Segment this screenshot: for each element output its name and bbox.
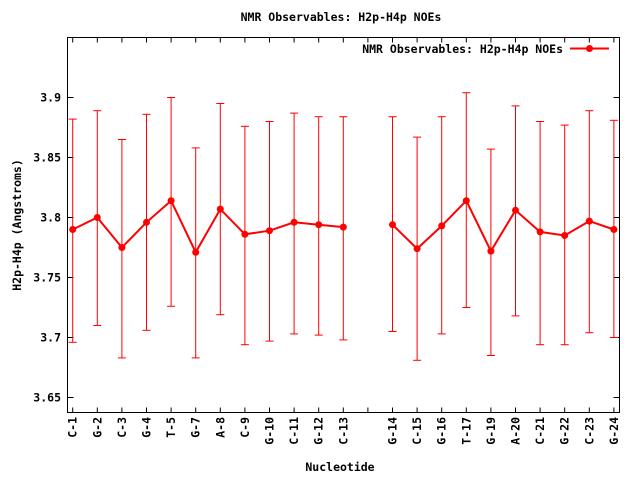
data-point-marker — [216, 205, 224, 213]
x-tick-label: G-19 — [484, 417, 498, 445]
y-tick-label: 3.65 — [33, 391, 61, 405]
data-point-marker — [487, 247, 495, 255]
x-tick-label: C-21 — [533, 417, 547, 445]
x-tick-label: G-16 — [435, 417, 449, 445]
data-point-marker — [69, 226, 77, 233]
x-tick-label: C-15 — [410, 417, 424, 445]
data-point-marker — [143, 218, 150, 226]
x-tick-label: C-11 — [287, 417, 301, 445]
data-series — [68, 92, 618, 361]
axis-tick-labels: 3.65 3.7 3.75 3.8 3.85 3.9 C-1 G-2 C-3 G-4 T-5 G-7 A… — [33, 91, 621, 445]
data-point-marker — [536, 228, 544, 236]
data-point-marker — [266, 227, 273, 235]
data-point-marker — [585, 217, 593, 225]
data-point-marker — [512, 206, 519, 214]
x-tick-label: G-7 — [189, 417, 203, 438]
x-tick-label: T-17 — [459, 417, 473, 445]
x-tick-label: G-10 — [263, 417, 277, 445]
x-tick-label: C-1 — [66, 417, 80, 438]
series-line — [72, 199, 344, 255]
x-tick-label: C-9 — [238, 417, 252, 438]
x-tick-label: T-5 — [164, 417, 178, 438]
y-tick-label: 3.7 — [40, 331, 61, 345]
x-tick-label: G-22 — [558, 417, 572, 445]
legend-marker-sample — [586, 45, 593, 52]
data-point-marker — [438, 222, 446, 230]
x-tick-label: G-2 — [90, 417, 104, 438]
x-tick-label: G-14 — [386, 417, 400, 445]
y-axis-label: H2p-H4p (Angstroms) — [10, 159, 24, 291]
data-point-marker — [315, 221, 323, 229]
data-point-marker — [339, 223, 347, 231]
x-tick-label: C-13 — [336, 417, 350, 445]
y-tick-label: 3.8 — [40, 211, 61, 225]
data-point-marker — [167, 197, 175, 205]
data-point-marker — [290, 218, 298, 226]
y-tick-label: 3.85 — [33, 151, 61, 165]
series-line — [391, 198, 615, 254]
x-tick-label: C-3 — [115, 417, 129, 438]
data-point-marker — [93, 214, 101, 221]
x-tick-label: A-20 — [509, 417, 523, 445]
data-point-marker — [241, 230, 249, 238]
data-point-marker — [118, 244, 126, 251]
data-point-marker — [561, 232, 569, 239]
data-point-marker — [610, 226, 618, 233]
data-point-marker — [389, 221, 396, 229]
legend-label: NMR Observables: H2p-H4p NOEs — [362, 42, 563, 56]
x-tick-label: C-23 — [582, 417, 596, 445]
x-tick-label: G-12 — [312, 417, 326, 445]
x-tick-label: G-24 — [607, 417, 621, 445]
data-point-marker — [413, 245, 421, 253]
x-tick-label: A-8 — [213, 417, 227, 438]
chart-title: NMR Observables: H2p-H4p NOEs — [241, 10, 442, 24]
data-point-marker — [462, 197, 470, 205]
data-point-marker — [192, 248, 200, 256]
legend-key-sample — [570, 45, 609, 52]
y-tick-label: 3.75 — [33, 271, 61, 285]
y-tick-label: 3.9 — [40, 91, 61, 105]
x-axis-label: Nucleotide — [305, 460, 374, 474]
x-tick-label: G-4 — [140, 417, 154, 438]
